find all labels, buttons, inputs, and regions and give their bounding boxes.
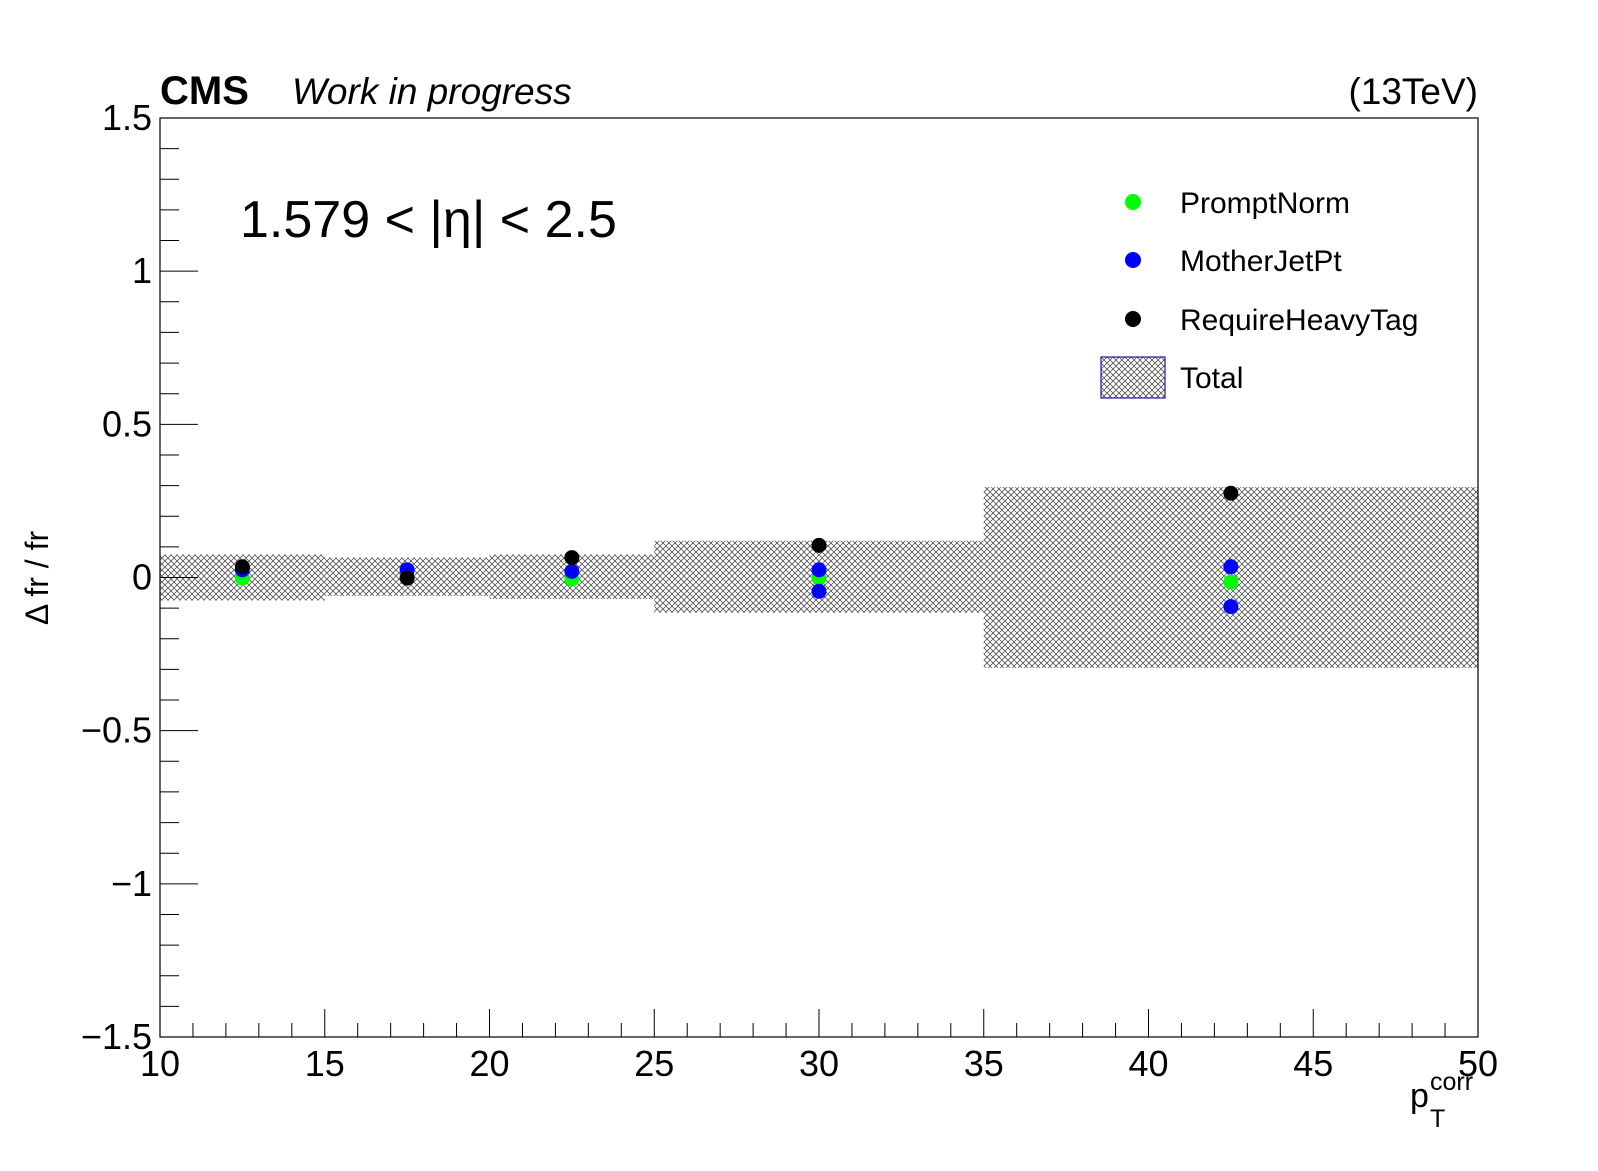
x-axis-label-main: p bbox=[1410, 1077, 1429, 1115]
requireheavytag-point bbox=[811, 537, 827, 553]
axis-ticks: 10 15 20 25 30 35 40 45 50 −1.5 −1 −0.5 0 0.5 1 1.5 bbox=[81, 97, 1498, 1084]
x-axis-label-sub: T bbox=[1430, 1105, 1445, 1133]
legend-band-swatch bbox=[1100, 356, 1166, 399]
y-axis-label: Δ fr / fr bbox=[19, 531, 55, 626]
x-tick-label: 10 bbox=[140, 1043, 180, 1084]
x-tick-label: 45 bbox=[1293, 1043, 1333, 1084]
legend-label-promptnorm: PromptNorm bbox=[1180, 187, 1350, 220]
motherjetpt-point bbox=[1223, 599, 1239, 615]
x-tick-label: 30 bbox=[799, 1043, 839, 1084]
requireheavytag-point bbox=[234, 559, 250, 575]
legend-label-motherjetpt: MotherJetPt bbox=[1180, 245, 1342, 278]
motherjetpt-point bbox=[564, 563, 580, 579]
y-tick-label: 0.5 bbox=[102, 403, 152, 444]
x-tick-label: 40 bbox=[1128, 1043, 1168, 1084]
promptnorm-point bbox=[1223, 574, 1239, 590]
y-tick-label: 1 bbox=[132, 250, 152, 291]
requireheavytag-point bbox=[564, 550, 580, 566]
x-tick-label: 15 bbox=[305, 1043, 345, 1084]
legend-label-total: Total bbox=[1180, 362, 1243, 395]
motherjetpt-point bbox=[811, 583, 827, 599]
y-tick-label: 1.5 bbox=[102, 97, 152, 138]
x-tick-label: 20 bbox=[469, 1043, 509, 1084]
motherjetpt-point bbox=[811, 562, 827, 578]
y-tick-label: −1 bbox=[111, 863, 152, 904]
data-points bbox=[234, 485, 1239, 615]
legend-marker-promptnorm bbox=[1125, 194, 1141, 210]
energy-label: (13TeV) bbox=[1348, 71, 1478, 112]
legend: PromptNorm MotherJetPt RequireHeavyTag Tota… bbox=[1100, 187, 1418, 399]
motherjetpt-point bbox=[1223, 559, 1239, 575]
status-label: Work in progress bbox=[292, 71, 572, 112]
x-axis-label-sup: corr bbox=[1430, 1068, 1473, 1096]
requireheavytag-point bbox=[1223, 485, 1239, 501]
region-label: 1.579 < |η| < 2.5 bbox=[240, 191, 617, 249]
y-tick-label: 0 bbox=[132, 557, 152, 598]
requireheavytag-point bbox=[399, 570, 415, 586]
legend-marker-requireheavytag bbox=[1125, 311, 1141, 327]
y-tick-label: −0.5 bbox=[81, 710, 152, 751]
x-axis-label: p T corr bbox=[1410, 1068, 1473, 1133]
x-tick-label: 50 bbox=[1458, 1043, 1498, 1084]
x-tick-label: 25 bbox=[634, 1043, 674, 1084]
experiment-label: CMS bbox=[160, 69, 249, 113]
legend-label-requireheavytag: RequireHeavyTag bbox=[1180, 304, 1418, 337]
legend-marker-motherjetpt bbox=[1125, 252, 1141, 268]
y-tick-label: −1.5 bbox=[81, 1016, 152, 1057]
x-tick-label: 35 bbox=[964, 1043, 1004, 1084]
